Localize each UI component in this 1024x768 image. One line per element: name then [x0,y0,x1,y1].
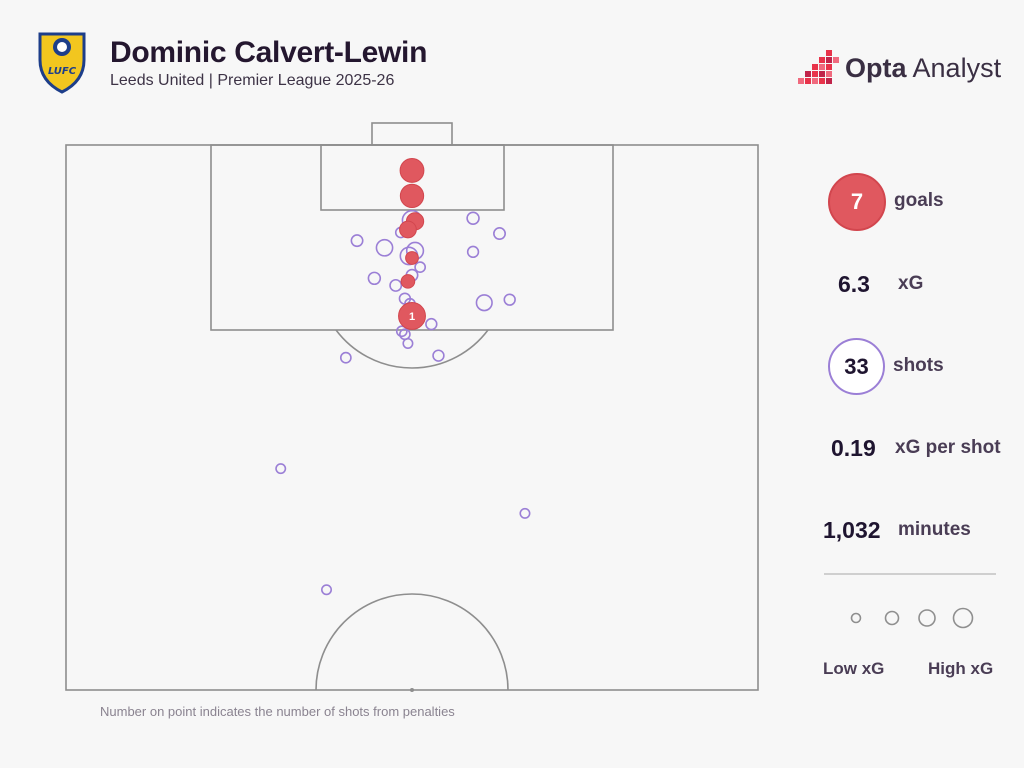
xg-label: xG [898,273,924,294]
goal-point [399,158,425,183]
minutes-label: minutes [898,519,971,540]
goal-point [400,274,416,289]
shot-point [425,317,438,331]
legend-low-xg: Low xG [823,659,885,678]
page-subtitle: Leeds United | Premier League 2025-26 [110,72,395,89]
shots-label: shots [893,355,944,376]
opta-analyst-wordmark: Opta Analyst [845,53,1002,83]
shot-point [466,211,480,226]
goals-label: goals [894,190,944,211]
xg-size-legend [850,607,974,629]
shot-point [389,278,403,292]
shot-point [466,245,480,259]
pitch-lines [65,122,759,691]
shot-point [493,227,507,241]
legend-size-circle [918,609,936,627]
xg-per-shot-value: 0.19 [831,435,876,461]
centre-circle-arc [315,593,509,691]
goals-circle: 7 [828,173,886,231]
shots-circle: 33 [828,338,885,395]
shot-point [339,351,352,364]
opta-analyst-logo: Opta Analyst [796,46,1012,92]
penalty-goal-point [398,302,426,330]
shot-point [375,238,394,257]
leeds-united-crest: LUFC [38,32,86,94]
shot-point [395,325,408,338]
goal-point [399,183,425,209]
xg-value: 6.3 [838,271,870,297]
shots-layer [275,209,531,596]
penalty-count-label: 1 [409,311,415,323]
page-title: Dominic Calvert-Lewin [110,36,428,69]
svg-text:LUFC: LUFC [48,66,77,77]
shot-point [367,271,382,286]
goals-layer: 1 [398,158,426,330]
minutes-value: 1,032 [823,517,881,543]
opta-pixel-logo-icon [798,50,839,84]
centre-spot [410,688,414,692]
stats-divider [824,573,996,575]
goal-point [399,220,417,239]
shot-point [275,463,287,475]
shot-point [321,584,333,596]
shot-point [402,337,414,349]
legend-high-xg: High xG [928,659,994,678]
shot-point [414,261,427,273]
xg-per-shot-label: xG per shot [895,437,1001,458]
shot-point [519,507,531,519]
shot-point [350,234,364,248]
goal [371,122,453,146]
legend-size-circle [884,610,900,626]
legend-size-circle [952,607,974,629]
shot-point [432,349,445,362]
goal-point [405,251,419,265]
shot-point [475,294,493,312]
penalty-arc [335,329,489,369]
footnote: Number on point indicates the number of … [100,704,455,719]
legend-size-circle [850,612,862,624]
shot-point [503,293,516,306]
